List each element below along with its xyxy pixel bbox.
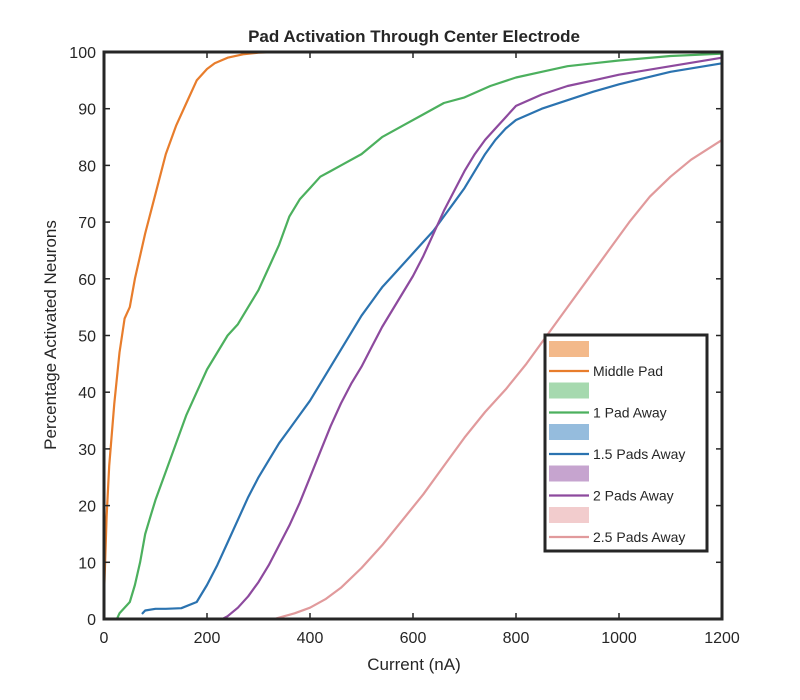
- y-tick-label-9: 90: [78, 102, 96, 119]
- legend: Middle Pad 1 Pad Away 1.5 Pads Away 2 Pads …: [543, 333, 709, 553]
- y-tick-label-5: 50: [78, 329, 96, 346]
- legend-swatch-2: [549, 424, 589, 440]
- x-axis-label: Current (nA): [367, 655, 461, 674]
- x-tick-label-4: 800: [503, 630, 530, 647]
- series-line-4: [272, 138, 724, 621]
- x-tick-label-2: 400: [297, 630, 324, 647]
- legend-label-2: 1.5 Pads Away: [593, 446, 685, 462]
- legend-swatch-0: [549, 341, 589, 357]
- y-tick-label-7: 70: [78, 215, 96, 232]
- legend-swatch-4: [549, 507, 589, 523]
- y-tick-label-3: 30: [78, 442, 96, 459]
- y-axis-ticks: 0 10 20 30 40 50 60 70 80 90 100: [69, 45, 722, 629]
- legend-label-4: 2.5 Pads Away: [593, 529, 685, 545]
- x-axis-ticks: 0 200 400 600 800 1000 1200: [100, 52, 740, 647]
- legend-label-1: 1 Pad Away: [593, 405, 667, 421]
- chart-title: Pad Activation Through Center Electrode: [248, 27, 580, 46]
- series-line-0: [102, 50, 281, 598]
- y-axis-label: Percentage Activated Neurons: [41, 220, 60, 450]
- x-tick-label-0: 0: [100, 630, 109, 647]
- series-line-3: [221, 56, 724, 621]
- y-tick-label-0: 0: [87, 612, 96, 629]
- y-tick-label-4: 40: [78, 385, 96, 402]
- y-tick-label-1: 10: [78, 555, 96, 572]
- series-line-1: [115, 52, 724, 621]
- x-tick-label-1: 200: [194, 630, 221, 647]
- legend-label-3: 2 Pads Away: [593, 488, 674, 504]
- series-line-2: [141, 62, 724, 615]
- x-tick-label-6: 1200: [704, 630, 740, 647]
- x-tick-label-5: 1000: [601, 630, 637, 647]
- plot-lines: [102, 50, 724, 621]
- legend-swatch-3: [549, 465, 589, 482]
- y-tick-label-8: 80: [78, 158, 96, 175]
- y-tick-label-6: 60: [78, 272, 96, 289]
- legend-swatch-1: [549, 382, 589, 399]
- legend-label-0: Middle Pad: [593, 363, 663, 379]
- y-tick-label-2: 20: [78, 499, 96, 516]
- y-tick-label-10: 100: [69, 45, 96, 62]
- x-tick-label-3: 600: [400, 630, 427, 647]
